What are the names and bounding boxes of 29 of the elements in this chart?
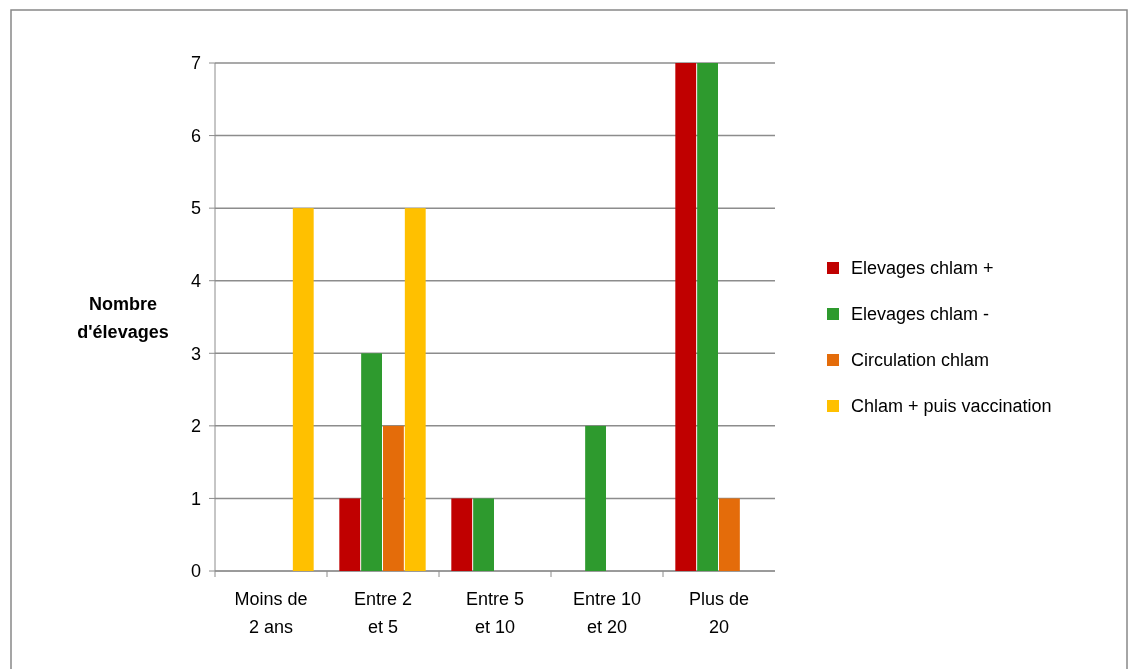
bar [697, 63, 718, 571]
bar [585, 425, 606, 571]
y-tick-label: 1 [190, 488, 201, 509]
x-tick-label: Moins de 2 ans [234, 589, 308, 637]
x-tick-label: Plus de 20 [688, 589, 750, 637]
bar [339, 498, 361, 571]
x-tick-label: Entre 10 et 20 [572, 589, 642, 637]
y-tick-label: 3 [190, 343, 201, 364]
legend-label: Elevages chlam + [851, 258, 994, 279]
y-tick-label: 2 [190, 416, 201, 437]
y-tick-label: 4 [190, 271, 201, 292]
legend-label: Circulation chlam [851, 350, 990, 371]
legend-label: Elevages chlam - [851, 304, 990, 325]
y-tick-label: 7 [190, 53, 201, 74]
y-tick-label: 6 [190, 125, 201, 146]
bar [675, 63, 697, 571]
bar [361, 353, 382, 571]
bar [451, 498, 473, 571]
y-tick-label: 0 [190, 561, 201, 582]
bar [383, 425, 404, 571]
x-tick-label: Entre 2 et 5 [353, 589, 413, 637]
bar [473, 498, 494, 571]
x-tick-label: Entre 5 et 10 [465, 589, 525, 637]
bar [404, 208, 426, 571]
legend-label: Chlam + puis vaccination [851, 396, 1052, 417]
bar [292, 208, 314, 571]
y-axis-title: Nombre d'élevages [77, 294, 169, 342]
bar [719, 498, 740, 571]
y-tick-label: 5 [190, 198, 201, 219]
